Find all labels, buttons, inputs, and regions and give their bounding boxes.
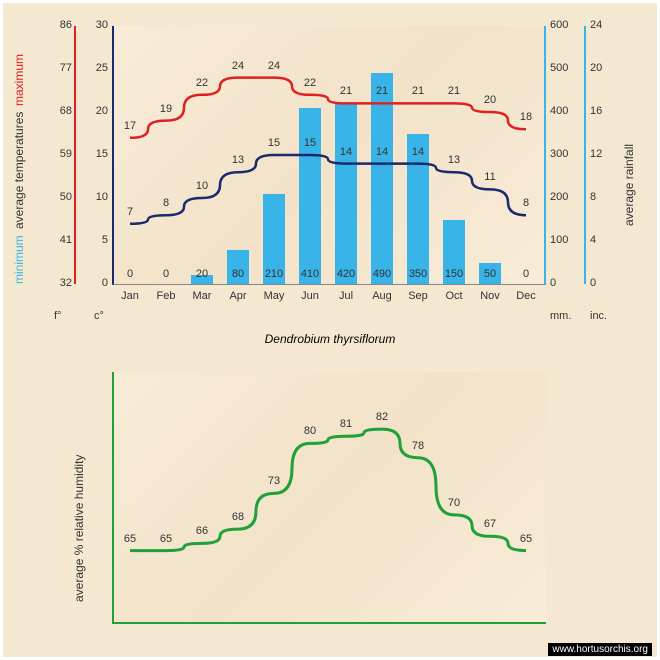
humidity-value: 81 (334, 418, 358, 430)
humidity-value: 80 (298, 425, 322, 437)
source-footer: www.hortusorchis.org (548, 643, 652, 656)
humidity-value: 65 (154, 533, 178, 545)
humidity-value: 66 (190, 525, 214, 537)
humidity-value: 67 (478, 518, 502, 530)
humidity-value: 65 (118, 533, 142, 545)
humidity-value: 73 (262, 475, 286, 487)
humidity-value: 82 (370, 411, 394, 423)
humidity-value: 65 (514, 533, 538, 545)
humidity-value: 78 (406, 440, 430, 452)
humidity-axis-title: average % relative humidity (72, 402, 86, 602)
humidity-value: 70 (442, 497, 466, 509)
humidity-line (0, 0, 660, 660)
humidity-value: 68 (226, 511, 250, 523)
